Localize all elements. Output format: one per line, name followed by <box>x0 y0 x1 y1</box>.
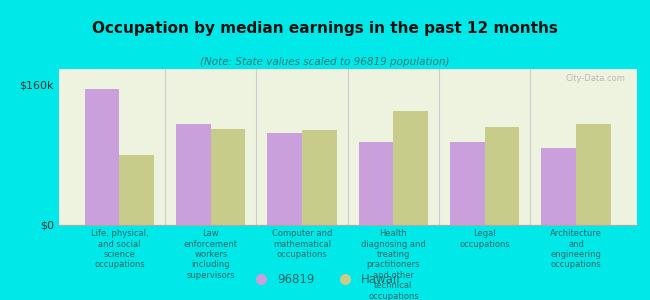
Bar <box>485 127 519 225</box>
Bar <box>541 148 576 225</box>
Text: City-Data.com: City-Data.com <box>566 74 625 83</box>
Bar <box>450 142 485 225</box>
Bar <box>176 124 211 225</box>
Text: Occupation by median earnings in the past 12 months: Occupation by median earnings in the pas… <box>92 21 558 36</box>
Bar <box>576 124 611 225</box>
Bar <box>267 133 302 225</box>
Bar <box>359 142 393 225</box>
Bar <box>211 129 246 225</box>
Bar <box>84 89 120 225</box>
Text: (Note: State values scaled to 96819 population): (Note: State values scaled to 96819 popu… <box>200 57 450 67</box>
Legend: 96819, Hawaii: 96819, Hawaii <box>244 269 406 291</box>
Bar <box>393 111 428 225</box>
Bar <box>120 155 154 225</box>
Bar <box>302 130 337 225</box>
